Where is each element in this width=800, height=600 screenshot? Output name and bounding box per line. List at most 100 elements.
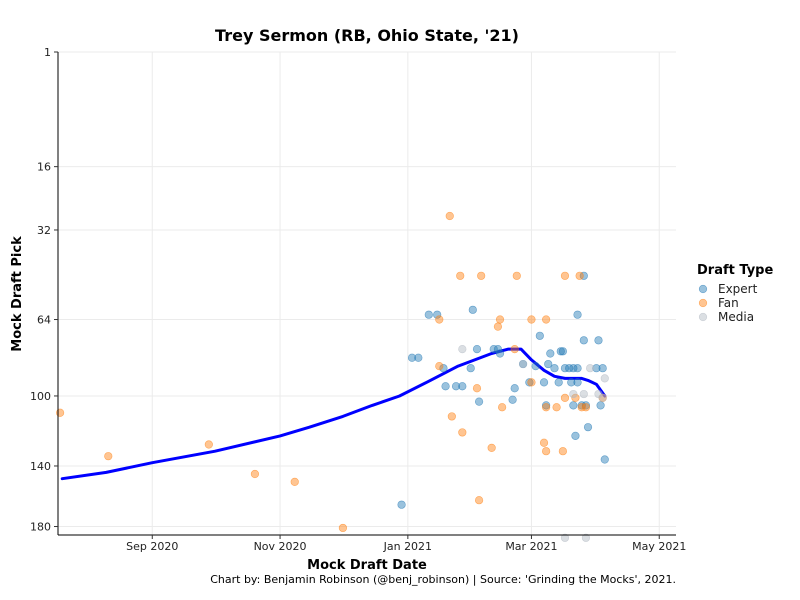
x-tick-label: May 2021: [632, 540, 686, 553]
data-point-expert: [565, 364, 574, 373]
data-point-fan: [447, 412, 456, 421]
data-point-fan: [558, 447, 567, 456]
data-point-expert: [508, 395, 517, 404]
data-point-fan: [498, 403, 507, 412]
data-point-expert: [458, 382, 467, 391]
data-point-expert: [579, 336, 588, 345]
legend-label-media: Media: [718, 310, 754, 324]
data-point-expert: [493, 345, 503, 354]
data-point-expert: [544, 359, 553, 369]
data-point-fan: [338, 523, 348, 533]
x-ticks: Sep 2020 Nov 2020 Jan 2021 Mar 2021 May 2021: [126, 535, 686, 553]
data-point-expert: [554, 378, 563, 387]
data-point-media: [600, 374, 609, 383]
data-point-expert: [441, 382, 450, 391]
data-point-expert: [424, 310, 433, 319]
data-point-fan: [435, 362, 444, 371]
axes: [57, 52, 676, 536]
data-point-media: [598, 393, 607, 402]
data-point-expert: [571, 431, 580, 441]
data-point-fan: [552, 403, 561, 412]
data-point-expert: [567, 378, 576, 387]
data-point-expert: [594, 336, 603, 345]
data-point-fan: [435, 315, 444, 324]
data-point-media: [581, 533, 591, 542]
data-point-expert: [600, 455, 609, 464]
y-ticks: 1 16 32 64 100 140 180: [30, 46, 58, 534]
y-tick-label: 100: [30, 390, 51, 403]
x-tick-label: Nov 2020: [254, 540, 307, 553]
data-point-expert: [546, 349, 555, 358]
y-axis-title: Mock Draft Pick: [10, 236, 25, 352]
y-tick-label: 32: [37, 224, 51, 237]
legend-swatch-media: [698, 312, 708, 322]
points-layer: [55, 211, 609, 542]
data-point-fan: [542, 403, 551, 412]
data-point-fan: [472, 384, 482, 393]
data-point-expert: [439, 364, 448, 373]
chart-title: Trey Sermon (RB, Ohio State, '21): [215, 26, 519, 45]
data-point-expert: [598, 364, 607, 373]
y-tick-label: 16: [37, 161, 51, 174]
data-point-expert: [397, 500, 406, 509]
data-point-fan: [456, 271, 465, 280]
data-point-expert: [535, 331, 544, 340]
y-tick-label: 180: [30, 521, 51, 534]
data-point-fan: [474, 496, 484, 505]
data-point-expert: [466, 364, 475, 373]
data-point-media: [579, 389, 588, 399]
data-point-expert: [569, 364, 578, 373]
data-point-expert: [510, 384, 519, 393]
data-point-expert: [495, 349, 505, 358]
data-point-expert: [472, 345, 482, 354]
chart-caption: Chart by: Benjamin Robinson (@benj_robin…: [210, 573, 676, 586]
data-point-fan: [493, 322, 503, 331]
data-point-fan: [542, 447, 551, 456]
data-point-expert: [539, 378, 549, 387]
data-point-media: [458, 345, 467, 354]
data-point-fan: [458, 428, 467, 437]
y-tick-label: 64: [37, 314, 51, 327]
x-tick-label: Mar 2021: [505, 540, 557, 553]
data-point-expert: [596, 401, 605, 410]
data-point-media: [586, 364, 595, 373]
data-point-fan: [250, 469, 260, 479]
data-point-expert: [550, 364, 559, 373]
trend-line: [60, 347, 607, 481]
data-point-fan: [539, 438, 549, 447]
data-point-fan: [542, 315, 551, 324]
x-tick-label: Sep 2020: [126, 540, 178, 553]
data-point-expert: [542, 401, 551, 410]
data-point-expert: [592, 364, 601, 373]
data-point-fan: [104, 452, 113, 461]
data-point-fan: [510, 345, 519, 354]
data-point-media: [518, 359, 528, 369]
data-point-fan: [527, 315, 536, 324]
data-point-expert: [577, 401, 586, 410]
legend-label-expert: Expert: [718, 282, 758, 296]
data-point-fan: [290, 477, 299, 486]
data-point-expert: [468, 305, 477, 314]
data-point-expert: [451, 382, 461, 391]
data-point-fan: [55, 408, 65, 417]
legend-swatch-expert: [698, 284, 708, 294]
data-point-fan: [577, 403, 586, 412]
legend-label-fan: Fan: [718, 296, 739, 310]
grid: [58, 51, 676, 535]
data-point-expert: [579, 271, 588, 280]
data-point-media: [569, 389, 578, 399]
y-tick-label: 1: [44, 46, 51, 59]
data-point-expert: [489, 345, 498, 354]
data-point-expert: [558, 347, 567, 356]
data-point-fan: [487, 443, 496, 452]
data-point-fan: [495, 315, 505, 324]
data-point-fan: [477, 271, 486, 280]
data-point-expert: [407, 353, 417, 362]
data-point-fan: [527, 378, 536, 387]
data-point-fan: [581, 403, 591, 412]
data-point-fan: [571, 393, 580, 402]
data-point-expert: [531, 362, 540, 371]
legend-swatch-fan: [698, 298, 708, 308]
